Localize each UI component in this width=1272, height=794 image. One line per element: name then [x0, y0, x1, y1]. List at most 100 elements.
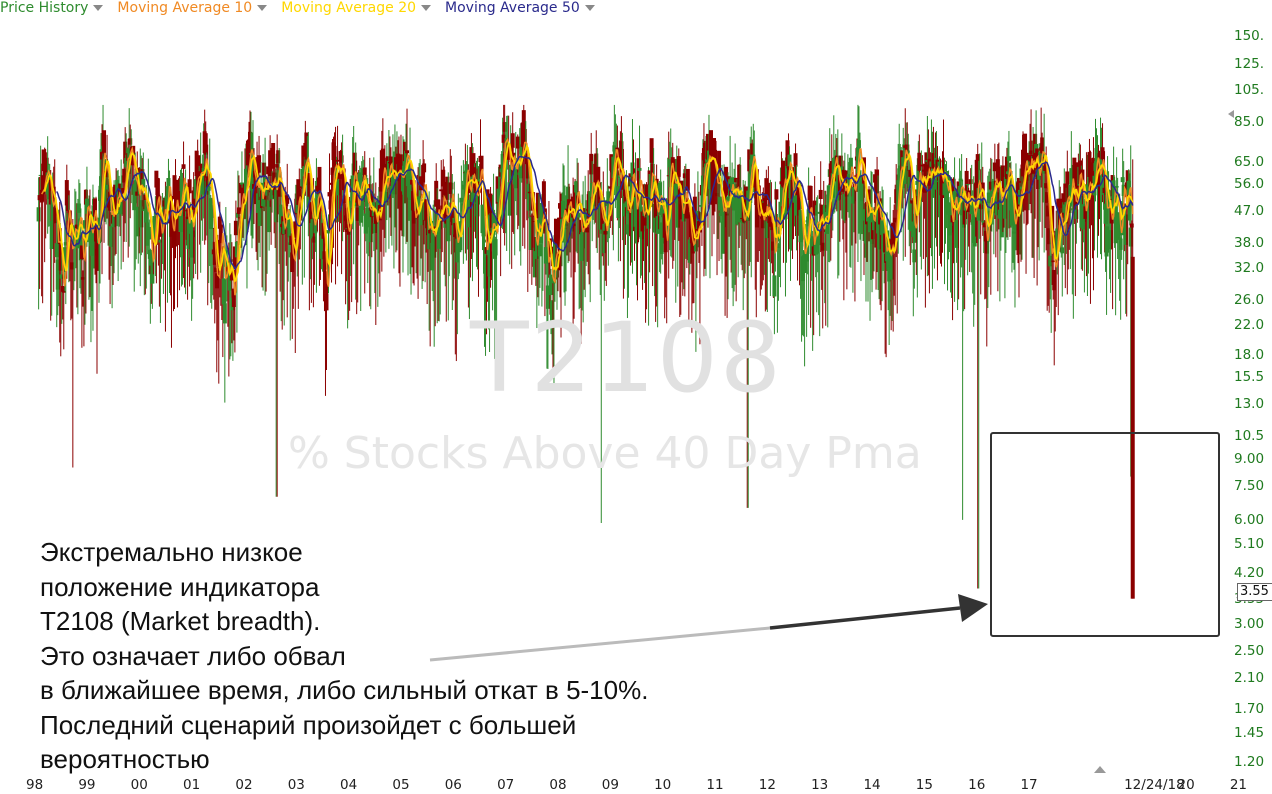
- candle-body: [233, 220, 238, 236]
- candle-body: [715, 193, 720, 197]
- legend-item[interactable]: Moving Average 10: [117, 0, 268, 16]
- candle-body: [941, 159, 946, 163]
- candle-body: [1090, 198, 1095, 200]
- candle-body: [685, 168, 690, 191]
- y-tick-label: 56.0: [1234, 176, 1265, 193]
- candle-body: [1056, 198, 1061, 209]
- candle-body: [172, 175, 177, 200]
- x-tick-label: 08: [549, 777, 567, 793]
- candle-body: [1023, 133, 1028, 160]
- candle-body: [411, 191, 416, 211]
- chevron-down-icon[interactable]: [421, 5, 432, 11]
- watermark-ticker: T2108: [470, 302, 783, 414]
- legend-item[interactable]: Price History: [0, 0, 104, 16]
- legend-item[interactable]: Moving Average 50: [445, 0, 595, 16]
- candle-body: [337, 172, 342, 179]
- candle-body: [552, 241, 557, 273]
- candle-body: [245, 140, 250, 166]
- candle-body: [794, 184, 799, 216]
- candle-body: [115, 179, 120, 194]
- y-tick-label: 10.5: [1234, 427, 1265, 444]
- candle-body: [687, 239, 692, 263]
- candle-body: [393, 157, 398, 180]
- candle-body: [652, 203, 657, 233]
- candle-body: [896, 180, 901, 210]
- candle-body: [1027, 159, 1032, 165]
- legend-label: Moving Average 20: [281, 0, 417, 16]
- candle-body: [1011, 231, 1016, 234]
- candle-body: [507, 182, 512, 216]
- candle-body: [1006, 156, 1011, 161]
- candle-body: [808, 185, 813, 213]
- candle-body: [755, 202, 760, 228]
- candle-body: [720, 196, 725, 214]
- candle-body: [630, 162, 635, 176]
- y-tick-label: 85.0: [1234, 113, 1265, 130]
- candle-body: [550, 246, 555, 267]
- candle-body: [659, 222, 664, 254]
- candle-body: [842, 193, 847, 221]
- candle-body: [181, 164, 186, 169]
- candle-body: [583, 213, 588, 226]
- candle-body: [344, 207, 349, 232]
- candle-body: [911, 221, 916, 238]
- candle-body: [1071, 208, 1076, 211]
- candle-body: [525, 153, 530, 179]
- candle-body: [69, 262, 74, 270]
- candle-body: [68, 240, 73, 242]
- candle-body: [235, 212, 240, 218]
- candle-body: [318, 204, 323, 214]
- candle-body: [924, 152, 929, 178]
- chevron-down-icon[interactable]: [93, 5, 104, 11]
- candle-body: [1051, 260, 1056, 263]
- candle-body: [563, 227, 568, 229]
- candle-body: [655, 216, 660, 234]
- candle-body: [766, 182, 771, 201]
- highlight-box: [990, 432, 1220, 637]
- candle-body: [788, 170, 793, 198]
- candle-body: [285, 197, 290, 204]
- candle-body: [236, 207, 241, 215]
- x-tick-label: 12/24/18: [1124, 777, 1185, 793]
- candle-body: [1068, 184, 1073, 206]
- candle-body: [189, 231, 194, 258]
- candle-body: [810, 242, 815, 247]
- candle-body: [355, 207, 360, 221]
- y-tick-label: 1.45: [1234, 725, 1265, 742]
- candle-body: [425, 216, 430, 229]
- candle-body: [601, 211, 606, 213]
- chevron-down-icon[interactable]: [584, 5, 595, 11]
- candle-body: [686, 212, 691, 219]
- candle-body: [368, 210, 373, 243]
- candle-body: [44, 157, 49, 165]
- candle-body: [381, 157, 386, 170]
- legend-item[interactable]: Moving Average 20: [281, 0, 432, 16]
- candle-body: [793, 153, 798, 167]
- candle-body: [1091, 158, 1096, 178]
- candle-body: [1013, 199, 1018, 231]
- candle-body: [609, 154, 614, 171]
- candle-body: [80, 277, 85, 280]
- candle-body: [220, 246, 225, 253]
- chevron-down-icon[interactable]: [257, 5, 268, 11]
- candle-body: [886, 257, 891, 270]
- candle-body: [738, 195, 743, 223]
- candle-body: [341, 168, 346, 191]
- candle-body: [718, 197, 723, 211]
- candle-body: [994, 192, 999, 216]
- candle-body: [857, 159, 862, 162]
- candle-body: [771, 241, 776, 251]
- x-tick-label: 13: [811, 777, 829, 793]
- candle-body: [328, 200, 333, 210]
- candle-body: [53, 208, 58, 224]
- candle-body: [58, 243, 63, 271]
- candle-body: [747, 149, 752, 172]
- candle-body: [986, 192, 991, 204]
- candle-body: [370, 193, 375, 206]
- candle-body: [831, 157, 836, 181]
- candle-body: [136, 206, 141, 237]
- y-tick-label: 32.0: [1234, 260, 1265, 277]
- candle-body: [750, 143, 755, 155]
- candle-body: [1010, 218, 1015, 220]
- candle-body: [319, 235, 324, 259]
